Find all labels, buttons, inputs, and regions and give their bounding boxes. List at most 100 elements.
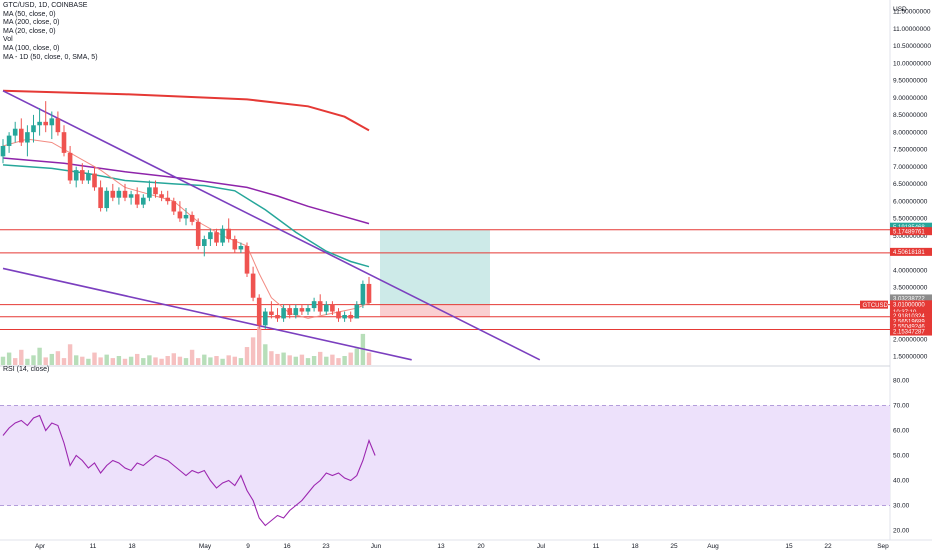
rsi-tick-label: 80.00 [893,378,910,385]
volume-bar [281,352,286,365]
indicator-ma50[interactable]: MA (50, close, 0) [3,10,56,18]
rsi-tick-label: 40.00 [893,478,910,485]
time-tick-label: 18 [128,543,136,550]
price-label-bg [890,317,932,326]
volume-bar [19,349,24,365]
volume-bar [366,352,372,365]
volume-bar [135,353,140,365]
candle [263,308,268,329]
volume-bar [202,354,207,365]
candle [25,125,30,157]
volume-bar [98,357,103,365]
currency-label: USD [893,6,907,13]
volume-bar [293,356,298,365]
ticker-tag-bg [860,300,888,309]
time-tick-label: Jun [371,543,382,550]
price-tick-label: 7.50000000 [893,147,928,154]
ticker-tag-text: GTCUSD [863,303,889,309]
candle-body [134,194,140,205]
price-tick-label: 4.00000000 [893,267,928,274]
price-tick-label: 10.50000000 [893,43,931,50]
candle [61,125,67,157]
rsi-tick-label: 70.00 [893,403,910,410]
price-tick-label: 1.50000000 [893,354,928,361]
candle-body [360,283,366,305]
candle-body [238,246,244,250]
candle-body [269,311,274,315]
candle [19,118,24,146]
price-label: 2.15347287 [890,327,932,336]
volume-bar [147,355,152,365]
candle [275,308,280,322]
volume-bar [116,356,122,365]
volume-bar [165,356,170,365]
volume-bar [183,358,189,365]
volume-bar [342,356,347,365]
price-label-text: 5.17489761 [893,229,925,235]
candle [141,194,146,209]
price-tick-label: 5.00000000 [893,233,928,240]
candle-body [49,118,55,126]
candle [311,297,317,312]
rsi-tick-label: 50.00 [893,453,910,460]
volume-bar [269,351,274,365]
ma-100-line [2,157,370,225]
candle [324,301,329,315]
ma-200-line [2,89,370,132]
candle-body [317,301,323,312]
candle [250,266,256,302]
price-tick-label: 11.00000000 [893,26,931,33]
volume-bar [208,357,213,365]
time-tick-label: Sep [877,543,889,550]
candle-body [281,308,286,319]
candle [98,180,103,212]
candle-body [366,283,372,303]
candle [43,101,48,133]
candle [183,208,189,226]
price-label: 3.03238722 [890,294,932,303]
candle-body [6,135,12,146]
candle-body [159,194,164,198]
candle [92,166,97,191]
time-tick-label: 13 [437,543,445,550]
time-tick-label: 25 [670,543,678,550]
price-label-bg [890,247,932,256]
volume-bar [92,352,97,365]
stop-zone [380,304,490,317]
volume-bar [122,358,128,365]
time-tick-label: 16 [283,543,291,550]
volume-bar [141,358,146,365]
candle [317,294,323,315]
volume-bar [25,358,30,365]
candle [354,301,360,319]
candle [287,304,292,319]
volume-bar [171,353,176,365]
candle-body [86,173,91,181]
ticker-tag: GTCUSD [860,300,889,309]
volume-bar [330,354,335,365]
candle-body [305,308,311,312]
indicator-ma200[interactable]: MA (200, close, 0) [3,19,60,27]
candle-body [232,239,238,250]
time-tick-label: 11 [90,543,97,550]
candle-body [80,170,85,181]
volume-bar [287,355,292,365]
candle [159,190,164,202]
candle-body [55,118,61,133]
indicator-vol[interactable]: Vol [3,36,13,44]
indicator-ma100[interactable]: MA (100, close, 0) [3,44,60,52]
indicator-ma-1d[interactable]: MA - 1D (50, close, 0, SMA, 5) [3,53,98,61]
candle [305,304,311,315]
volume-bar [196,358,201,365]
candle [6,132,12,153]
candle-body [202,239,207,246]
candle [238,242,244,253]
indicator-ma20[interactable]: MA (20, close, 0) [3,27,56,35]
candle-body [12,128,18,136]
price-tick-label: 5.50000000 [893,216,928,223]
candle-body [256,297,262,326]
time-tick-label: 9 [246,543,250,550]
candle-body [61,132,67,153]
candle-body [311,301,317,309]
